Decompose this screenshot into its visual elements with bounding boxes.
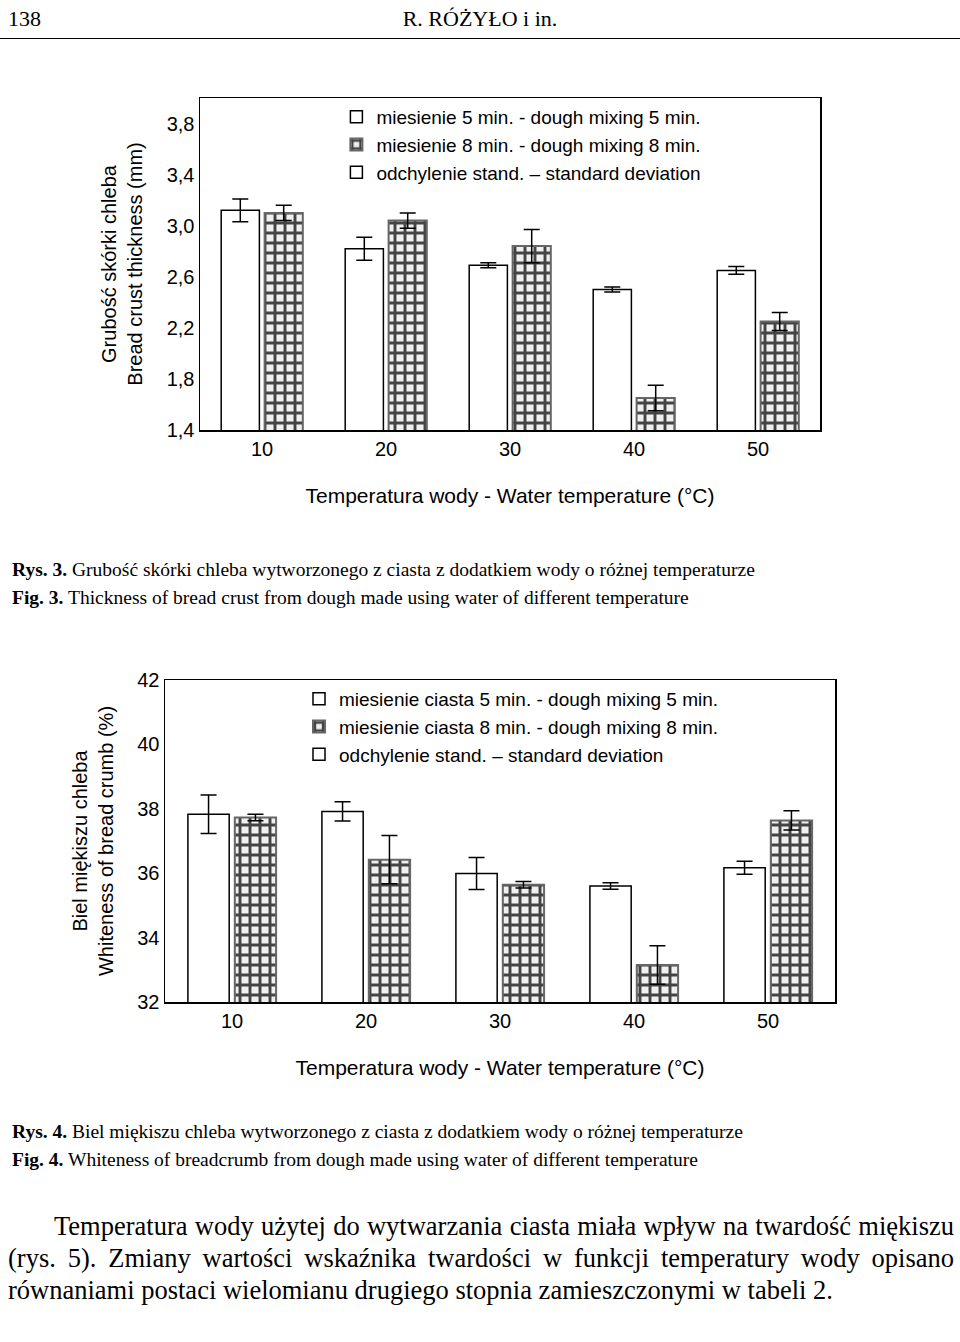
- svg-text:Grubość skórki chlebaBread cru: Grubość skórki chlebaBread crust thickne…: [98, 142, 146, 385]
- svg-text:Biel miękiszu chlebaWhiteness: Biel miękiszu chlebaWhiteness of bread c…: [69, 706, 117, 976]
- svg-text:miesienie ciasta 8 min. - doug: miesienie ciasta 8 min. - dough mixing 8…: [339, 717, 718, 738]
- svg-text:1,8: 1,8: [167, 368, 195, 390]
- svg-text:32: 32: [137, 991, 159, 1013]
- svg-text:odchylenie stand. – standard d: odchylenie stand. – standard deviation: [339, 745, 663, 766]
- html-text:Rys. 3. Grubość skórki chleba: Rys. 3. Grubość skórki chleba wytworzone…: [12, 559, 755, 580]
- svg-text:10: 10: [251, 438, 273, 460]
- svg-text:miesienie 5 min. - dough mixin: miesienie 5 min. - dough mixing 5 min.: [376, 107, 700, 128]
- svg-text:20: 20: [355, 1010, 377, 1032]
- svg-text:20: 20: [375, 438, 397, 460]
- svg-text:miesienie 8 min. - dough mixin: miesienie 8 min. - dough mixing 8 min.: [376, 135, 700, 156]
- svg-text:40: 40: [623, 1010, 645, 1032]
- svg-text:38: 38: [137, 798, 159, 820]
- svg-text:40: 40: [137, 733, 159, 755]
- svg-text:3,8: 3,8: [167, 113, 195, 135]
- svg-text:2,2: 2,2: [167, 317, 195, 339]
- svg-text:Temperatura wody - Water tempe: Temperatura wody - Water temperature (°C…: [295, 1056, 704, 1079]
- html-text:Temperatura wody użytej do wyt: Temperatura wody użytej do wytwarzania c…: [8, 1211, 954, 1305]
- svg-text:miesienie ciasta 5 min. - doug: miesienie ciasta 5 min. - dough mixing 5…: [339, 689, 718, 710]
- svg-text:1,4: 1,4: [167, 419, 195, 441]
- svg-text:40: 40: [623, 438, 645, 460]
- svg-text:10: 10: [221, 1010, 243, 1032]
- svg-text:50: 50: [757, 1010, 779, 1032]
- html-text:138: 138: [8, 6, 41, 31]
- svg-text:3,4: 3,4: [167, 164, 195, 186]
- svg-text:42: 42: [137, 669, 159, 691]
- html-text:Fig. 4. Whiteness of breadcrum: Fig. 4. Whiteness of breadcrumb from dou…: [12, 1149, 698, 1170]
- svg-text:34: 34: [137, 927, 159, 949]
- svg-text:odchylenie stand. – standard d: odchylenie stand. – standard deviation: [376, 163, 700, 184]
- svg-text:36: 36: [137, 862, 159, 884]
- html-text:R. RÓŻYŁO i in.: R. RÓŻYŁO i in.: [402, 6, 558, 31]
- html-text:Fig. 3. Thickness of bread cru: Fig. 3. Thickness of bread crust from do…: [12, 587, 689, 608]
- svg-text:30: 30: [499, 438, 521, 460]
- svg-text:2,6: 2,6: [167, 266, 195, 288]
- svg-text:30: 30: [489, 1010, 511, 1032]
- svg-text:3,0: 3,0: [167, 215, 195, 237]
- html-text:Rys. 4. Biel miękiszu chleba w: Rys. 4. Biel miękiszu chleba wytworzoneg…: [12, 1121, 743, 1142]
- svg-text:50: 50: [747, 438, 769, 460]
- svg-text:Temperatura wody - Water tempe: Temperatura wody - Water temperature (°C…: [305, 484, 714, 507]
